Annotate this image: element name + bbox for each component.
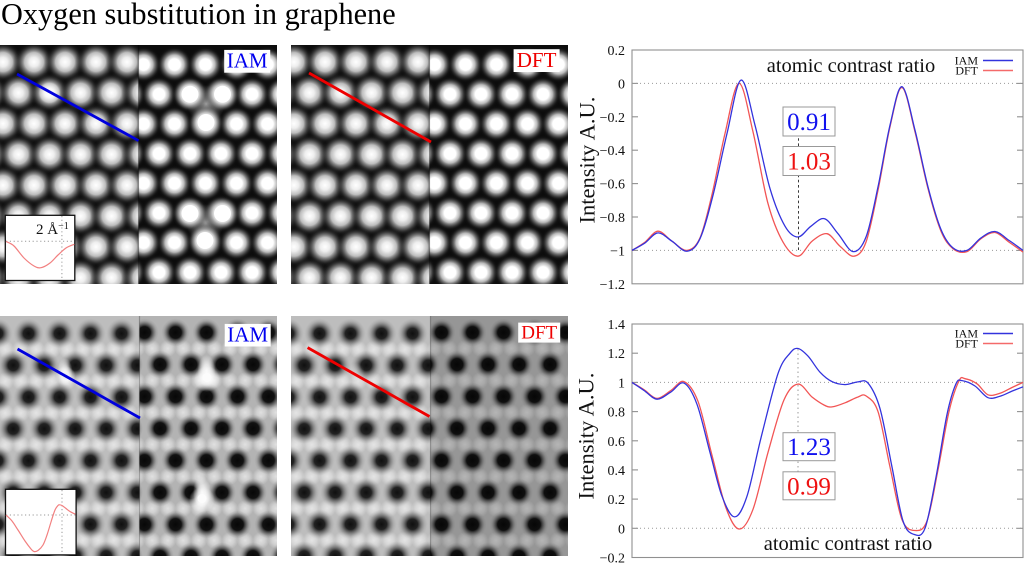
svg-text:−1.2: −1.2 — [600, 278, 625, 293]
svg-text:0.6: 0.6 — [608, 435, 626, 450]
svg-text:atomic contrast ratio: atomic contrast ratio — [767, 55, 936, 77]
svg-text:0.8: 0.8 — [608, 406, 626, 421]
svg-text:−1: −1 — [610, 244, 625, 259]
svg-text:−0.2: −0.2 — [600, 111, 625, 126]
svg-text:−0.8: −0.8 — [600, 211, 625, 226]
svg-text:Intensity A.U.: Intensity A.U. — [575, 97, 600, 224]
svg-text:1.4: 1.4 — [608, 318, 626, 333]
svg-text:1.2: 1.2 — [608, 347, 626, 362]
svg-text:IAM: IAM — [227, 322, 268, 346]
svg-text:0: 0 — [618, 522, 625, 537]
svg-text:−0.6: −0.6 — [600, 178, 625, 193]
svg-text:0: 0 — [618, 77, 625, 92]
svg-text:0.99: 0.99 — [787, 473, 831, 500]
svg-text:1: 1 — [618, 376, 625, 391]
svg-text:1.03: 1.03 — [787, 149, 831, 176]
svg-text:0.91: 0.91 — [787, 109, 831, 136]
svg-text:IAM: IAM — [227, 49, 268, 73]
svg-text:Intensity A.U.: Intensity A.U. — [574, 373, 599, 500]
svg-text:0.4: 0.4 — [608, 464, 626, 479]
svg-text:IAM: IAM — [955, 327, 979, 341]
svg-text:1.23: 1.23 — [787, 434, 831, 461]
svg-text:DFT: DFT — [521, 323, 557, 344]
svg-text:0.2: 0.2 — [608, 493, 626, 508]
svg-text:DFT: DFT — [517, 48, 557, 72]
svg-text:0.2: 0.2 — [608, 44, 626, 59]
svg-text:atomic contrast ratio: atomic contrast ratio — [764, 533, 933, 555]
svg-text:DFT: DFT — [955, 337, 978, 351]
svg-text:IAM: IAM — [955, 54, 979, 68]
svg-text:−0.4: −0.4 — [600, 144, 625, 159]
svg-text:−0.2: −0.2 — [600, 552, 625, 563]
svg-text:DFT: DFT — [955, 64, 978, 78]
